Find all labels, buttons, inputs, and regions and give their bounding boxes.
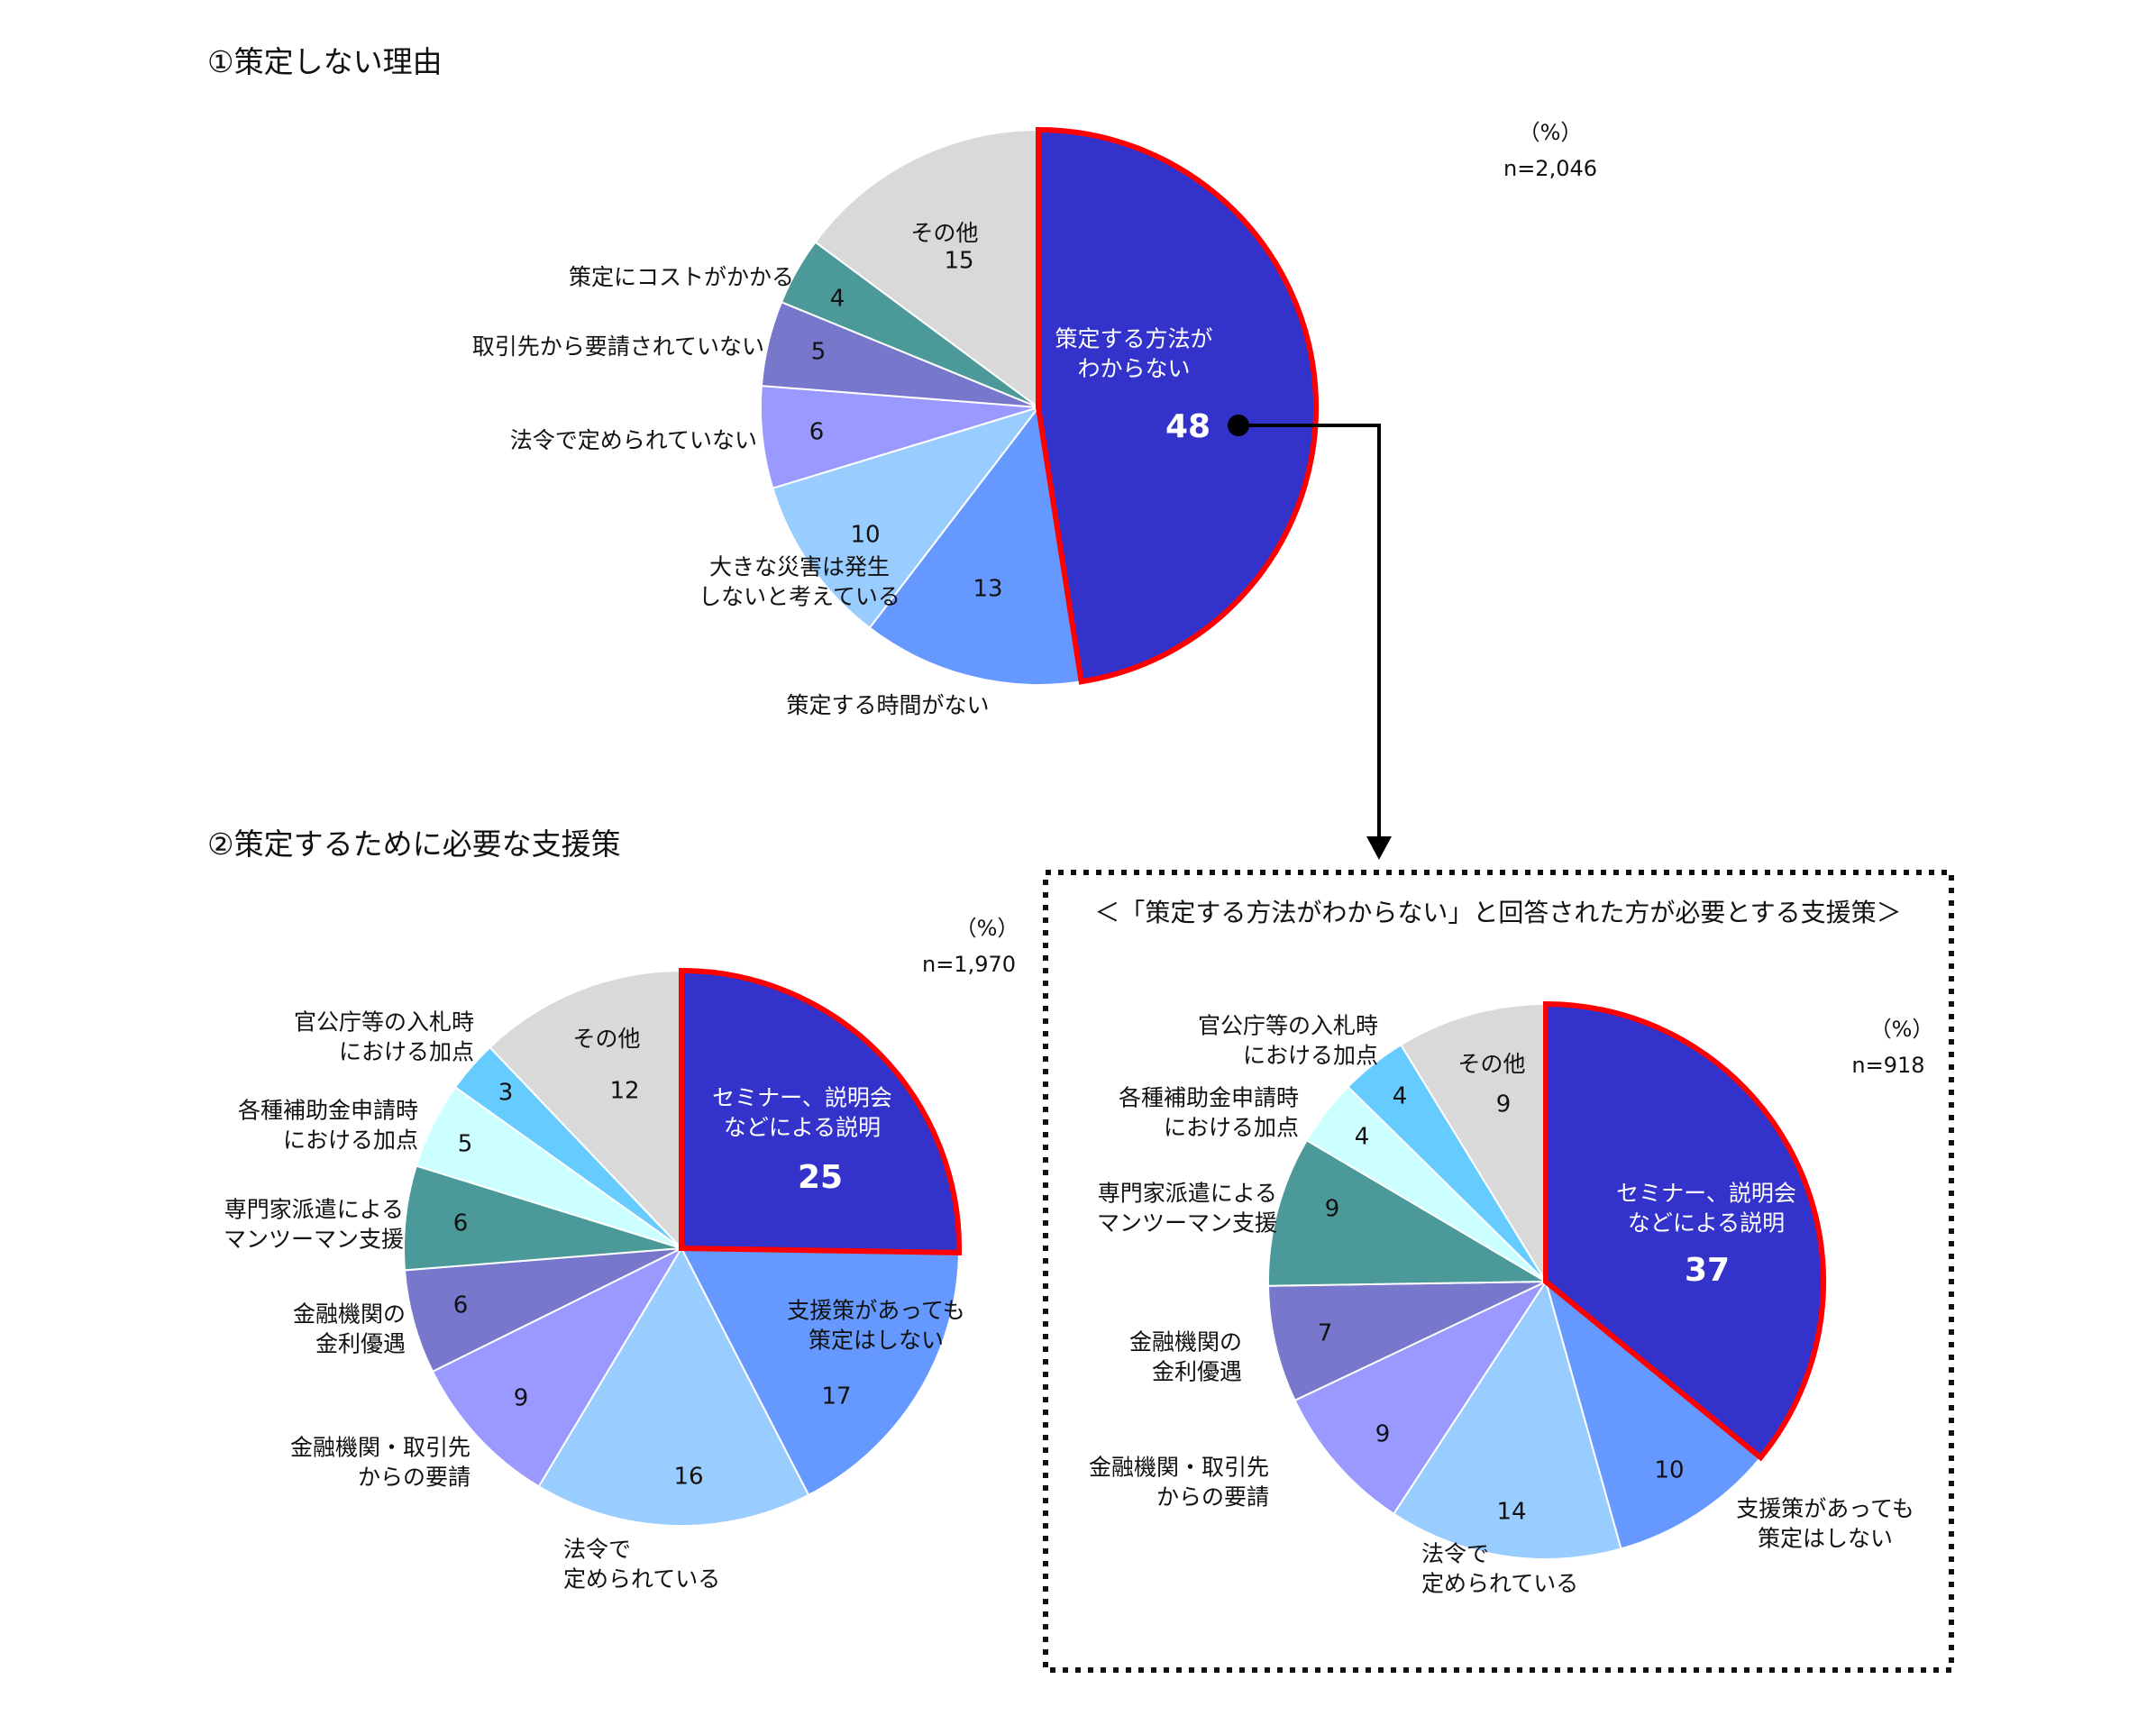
slice-value-1: 37: [1685, 1252, 1730, 1289]
slice-label-7: 各種補助金申請時における加点: [1119, 1085, 1299, 1141]
slice-value-9: 9: [1496, 1091, 1512, 1118]
slice-value-3: 16: [673, 1463, 703, 1490]
slice-value-4: 9: [1375, 1420, 1391, 1447]
slice-value-2: 10: [1654, 1456, 1684, 1483]
slice-value-1: 25: [798, 1159, 843, 1196]
pie-slice-6: [403, 1164, 682, 1272]
slice-value-5: 7: [1318, 1319, 1333, 1346]
connector-arrow: [1228, 415, 1392, 860]
slice-label-6: 策定にコストがかかる: [569, 264, 794, 290]
slice-label-3: 大きな災害は発生しないと考えている: [699, 554, 900, 610]
slice-label-9: その他: [572, 1026, 640, 1052]
pie-slice-1: [1037, 128, 1318, 683]
pie-slice-7: [814, 128, 1039, 409]
slice-label-1: セミナー、説明会などによる説明: [1616, 1181, 1796, 1237]
highlight-outline: [1543, 1000, 1826, 1462]
slice-label-6: 専門家派遣によるマンツーマン支援: [1097, 1181, 1277, 1237]
slice-label-1: セミナー、説明会などによる説明: [712, 1085, 892, 1141]
chart2-pie: 25 セミナー、説明会などによる説明 17 支援策があっても策定はしない 16 法令で定め…: [224, 967, 965, 1593]
pie-slice-5: [403, 1247, 682, 1374]
slice-label-5: 金融機関の金利優遇: [293, 1301, 406, 1357]
slice-value-6: 9: [1325, 1195, 1340, 1222]
slice-value-4: 9: [514, 1384, 529, 1411]
pie-slice-4: [431, 1246, 684, 1488]
chart1-unit: （%）: [1519, 120, 1583, 145]
slice-label-4: 法令で定められていない: [510, 427, 757, 453]
pie-slice-5: [1266, 1281, 1547, 1402]
pie-slice-9: [489, 969, 682, 1251]
slice-label-3: 法令で定められている: [563, 1537, 720, 1593]
slice-label-2: 支援策があっても策定はしない: [1736, 1496, 1914, 1552]
slice-value-4: 6: [809, 418, 825, 445]
pie-slice-1: [681, 969, 961, 1254]
slice-label-7: その他: [910, 220, 978, 246]
chart1-n: n=2,046: [1503, 156, 1597, 181]
slice-value-7: 15: [944, 247, 973, 274]
pie-slice-3: [1392, 1279, 1622, 1561]
highlight-outline: [1036, 126, 1320, 685]
slice-label-8: 官公庁等の入札時における加点: [294, 1009, 474, 1065]
slice-label-7: 各種補助金申請時における加点: [238, 1098, 418, 1154]
chart1-pie: 48 策定する方法がわからない 13 策定する時間がない 10 大きな災害は発生しないと考…: [472, 126, 1320, 718]
slice-label-6: 専門家派遣によるマンツーマン支援: [224, 1197, 404, 1253]
slice-value-8: 4: [1393, 1082, 1408, 1109]
chart3-heading: ＜「策定する方法がわからない」と回答された方が必要とする支援策＞: [1094, 898, 1901, 927]
highlight-outline: [679, 967, 963, 1255]
chart3-n: n=918: [1851, 1053, 1924, 1078]
chart2-unit: （%）: [955, 916, 1019, 941]
slice-value-3: 14: [1496, 1498, 1526, 1525]
slice-value-6: 4: [830, 285, 845, 312]
chart2-n: n=1,970: [922, 952, 1016, 977]
slice-value-2: 17: [821, 1383, 851, 1410]
pie-slice-3: [537, 1246, 810, 1527]
slice-label-2: 支援策があっても策定はしない: [787, 1298, 965, 1354]
slice-label-3: 法令で定められている: [1421, 1541, 1578, 1597]
slice-label-9: その他: [1457, 1051, 1525, 1077]
slice-value-8: 3: [498, 1079, 514, 1106]
slice-label-2: 策定する時間がない: [786, 692, 989, 718]
pie-slice-2: [868, 405, 1083, 686]
chart1-heading: ①策定しない理由: [207, 44, 443, 79]
pie-slice-9: [1399, 1002, 1547, 1285]
slice-value-5: 5: [811, 338, 827, 365]
pie-slice-2: [1544, 1279, 1762, 1550]
slice-value-1: 48: [1165, 408, 1210, 445]
chart3-pie: 37 セミナー、説明会などによる説明 10 支援策があっても策定はしない 14 法令で定め…: [1089, 1000, 1914, 1597]
slice-value-6: 6: [453, 1209, 469, 1237]
pie-slice-2: [680, 1246, 961, 1497]
slice-value-9: 12: [609, 1077, 639, 1104]
pie-slice-4: [1293, 1279, 1548, 1516]
slice-label-5: 金融機関の金利優遇: [1129, 1329, 1242, 1385]
slice-value-7: 4: [1355, 1123, 1370, 1150]
slice-label-5: 取引先から要請されていない: [472, 333, 764, 360]
slice-value-7: 5: [458, 1130, 473, 1157]
slice-label-4: 金融機関・取引先からの要請: [1089, 1455, 1269, 1511]
chart2-heading: ②策定するために必要な支援策: [207, 826, 621, 862]
slice-label-4: 金融機関・取引先からの要請: [290, 1435, 470, 1491]
chart3-unit: （%）: [1870, 1017, 1934, 1042]
slice-value-5: 6: [453, 1292, 469, 1319]
pie-slice-6: [1266, 1138, 1549, 1287]
slice-value-2: 13: [973, 575, 1002, 602]
pie-slice-3: [772, 406, 1041, 630]
slice-label-8: 官公庁等の入札時における加点: [1198, 1013, 1378, 1069]
slice-value-3: 10: [850, 521, 880, 548]
slice-label-1: 策定する方法がわからない: [1055, 326, 1212, 382]
dotted-box: [1043, 870, 1954, 1673]
